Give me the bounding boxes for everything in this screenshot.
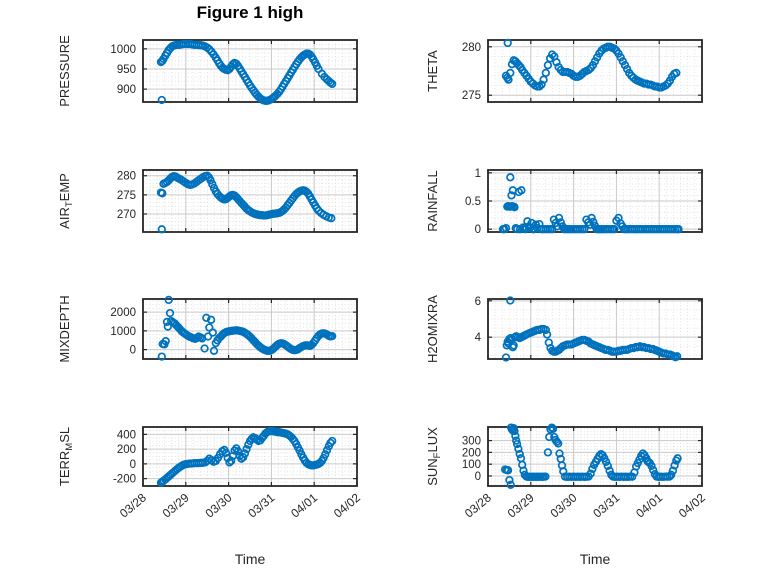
axis-box	[142, 426, 358, 487]
svg-text:04/02: 04/02	[676, 490, 708, 520]
y-axis-label: AIRTEMP	[57, 173, 75, 229]
svg-text:300: 300	[462, 436, 481, 448]
svg-text:100: 100	[462, 459, 481, 471]
y-axis-label: H2OMIXRA	[425, 295, 440, 363]
minor-grid	[488, 299, 702, 359]
svg-text:03/28: 03/28	[462, 490, 494, 520]
y-tick-labels: 0 1000 2000	[110, 307, 136, 357]
svg-text:275: 275	[462, 90, 481, 102]
svg-text:950: 950	[117, 64, 136, 76]
svg-text:270: 270	[117, 209, 136, 221]
plot-terr-msl: -200 0 200 400 TERRMSL 03/28 03/29 03/30 03/31 04…	[57, 426, 363, 521]
svg-text:900: 900	[117, 84, 136, 96]
x-tick-labels: 03/28 03/29 03/30 03/31 04/01 04/02	[462, 490, 708, 520]
y-axis-label: MIXDEPTH	[57, 295, 72, 362]
scatter-series	[498, 173, 683, 234]
svg-text:400: 400	[117, 429, 136, 441]
scatter-series	[500, 423, 682, 489]
svg-text:1000: 1000	[110, 326, 136, 338]
y-axis-label: TERRMSL	[57, 427, 75, 486]
y-tick-labels: 46	[475, 296, 482, 344]
svg-text:03/31: 03/31	[590, 490, 622, 520]
axis-box	[142, 298, 358, 360]
figure-title: Figure 1 high	[196, 3, 304, 22]
svg-text:275: 275	[117, 190, 136, 202]
y-axis-label: THETA	[425, 50, 440, 92]
plot-mixdepth: 0 1000 2000 MIXDEPTH	[57, 295, 358, 363]
svg-text:03/29: 03/29	[160, 490, 192, 520]
minor-grid	[488, 170, 702, 232]
plot-pressure: 900 950 1000 PRESSURE	[57, 35, 358, 107]
scatter-series	[501, 38, 681, 92]
svg-text:03/28: 03/28	[117, 490, 149, 520]
y-axis-label: RAINFALL	[425, 170, 440, 231]
x-tick-labels: 03/28 03/29 03/30 03/31 04/01 04/02	[117, 490, 363, 520]
svg-text:04/01: 04/01	[633, 490, 665, 520]
y-tick-labels: -200 0 200 400	[113, 429, 136, 485]
x-axis-label-left: Time	[234, 551, 266, 567]
svg-text:03/29: 03/29	[505, 490, 537, 520]
svg-text:6: 6	[475, 296, 481, 308]
y-tick-labels: 900 950 1000	[110, 44, 136, 96]
svg-text:200: 200	[117, 444, 136, 456]
x-axis-label-right: Time	[579, 551, 611, 567]
svg-text:-200: -200	[113, 474, 136, 486]
svg-text:0: 0	[130, 459, 136, 471]
svg-text:04/01: 04/01	[288, 490, 320, 520]
svg-text:280: 280	[117, 171, 136, 183]
plot-theta: 275 280 THETA	[425, 38, 703, 103]
svg-text:03/30: 03/30	[203, 490, 235, 520]
svg-text:1000: 1000	[110, 44, 136, 56]
plot-air-temp: 270 275 280 AIRTEMP	[57, 169, 358, 234]
y-tick-labels: 270 275 280	[117, 171, 136, 221]
minor-grid	[488, 40, 702, 102]
y-axis-label: PRESSURE	[57, 35, 72, 107]
scatter-series	[157, 295, 337, 361]
svg-text:0: 0	[130, 345, 136, 357]
svg-text:1: 1	[475, 168, 481, 180]
svg-text:03/30: 03/30	[548, 490, 580, 520]
svg-text:0.5: 0.5	[465, 196, 481, 208]
svg-text:200: 200	[462, 447, 481, 459]
scatter-series	[156, 426, 337, 487]
svg-text:0: 0	[475, 224, 481, 236]
axis-box	[142, 39, 358, 103]
svg-text:2000: 2000	[110, 307, 136, 319]
scatter-series	[501, 296, 682, 362]
svg-text:4: 4	[475, 332, 482, 344]
svg-text:0: 0	[475, 471, 481, 483]
axis-box	[142, 169, 358, 233]
svg-text:280: 280	[462, 42, 481, 54]
y-tick-labels: 00.51	[465, 168, 481, 236]
scatter-series	[156, 39, 337, 105]
y-tick-labels: 275 280	[462, 42, 481, 102]
axis-box	[487, 426, 703, 487]
svg-text:03/31: 03/31	[245, 490, 277, 520]
axis-box	[487, 39, 703, 103]
scatter-series	[156, 171, 336, 234]
y-axis-label: SUNFLUX	[425, 427, 443, 486]
svg-text:04/02: 04/02	[331, 490, 363, 520]
